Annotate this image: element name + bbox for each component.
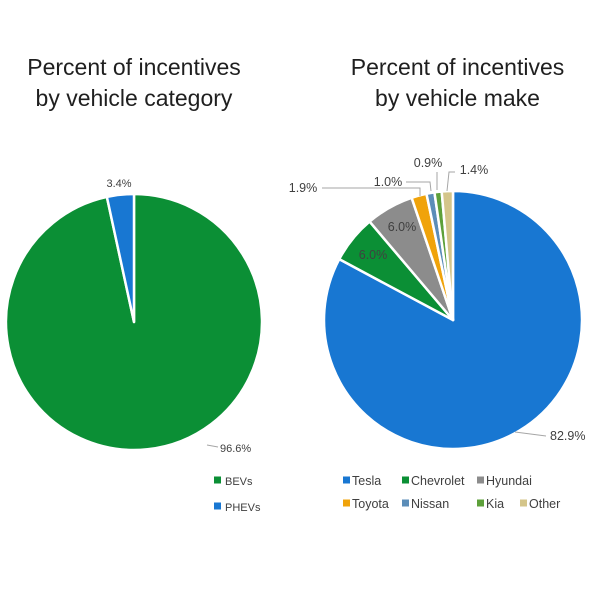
legend-label-kia: Kia (486, 497, 504, 511)
legend-label-hyundai: Hyundai (486, 474, 532, 488)
legend-marker-other (520, 499, 527, 507)
legend-marker-phevs (214, 502, 221, 510)
data-label-toyota: 1.9% (289, 181, 318, 195)
data-label-tesla: 82.9% (550, 429, 585, 443)
legend-marker-bevs (214, 476, 221, 484)
leader-line-tesla (514, 431, 547, 437)
legend-label-tesla: Tesla (352, 474, 381, 488)
legend-label-other: Other (529, 497, 560, 511)
data-label-chevrolet: 6.0% (359, 248, 388, 262)
chart-title-category-line1: Percent of incentives (27, 54, 241, 80)
leader-line-other (446, 171, 455, 192)
leader-line-bevs (206, 444, 219, 448)
legend-marker-chevrolet (402, 476, 409, 484)
data-label-other: 1.4% (460, 163, 489, 177)
legend-marker-kia (477, 499, 484, 507)
data-label-phevs: 3.4% (106, 178, 131, 190)
legend-label-phevs: PHEVs (225, 502, 261, 514)
leader-line-toyota (322, 187, 421, 196)
legend-label-chevrolet: Chevrolet (411, 474, 465, 488)
pie-slice-other (440, 189, 455, 322)
data-label-hyundai: 6.0% (388, 220, 417, 234)
data-label-kia: 0.9% (414, 156, 443, 170)
legend-marker-toyota (343, 499, 350, 507)
data-label-nissan: 1.0% (374, 175, 403, 189)
legend-label-toyota: Toyota (352, 497, 389, 511)
chart-title-category: Percent of incentives by vehicle categor… (0, 52, 268, 114)
legend-marker-tesla (343, 476, 350, 484)
chart-title-make: Percent of incentives by vehicle make (315, 52, 600, 114)
legend-label-bevs: BEVs (225, 476, 253, 488)
chart-title-make-line2: by vehicle make (375, 85, 540, 111)
legend-marker-nissan (402, 499, 409, 507)
pie-slice-phevs (105, 192, 136, 324)
legend-label-nissan: Nissan (411, 497, 449, 511)
chart-title-category-line2: by vehicle category (35, 85, 233, 111)
chart-title-make-line1: Percent of incentives (350, 54, 565, 80)
legend-marker-hyundai (477, 476, 484, 484)
data-label-bevs: 96.6% (220, 443, 251, 455)
leader-line-nissan (406, 181, 432, 192)
